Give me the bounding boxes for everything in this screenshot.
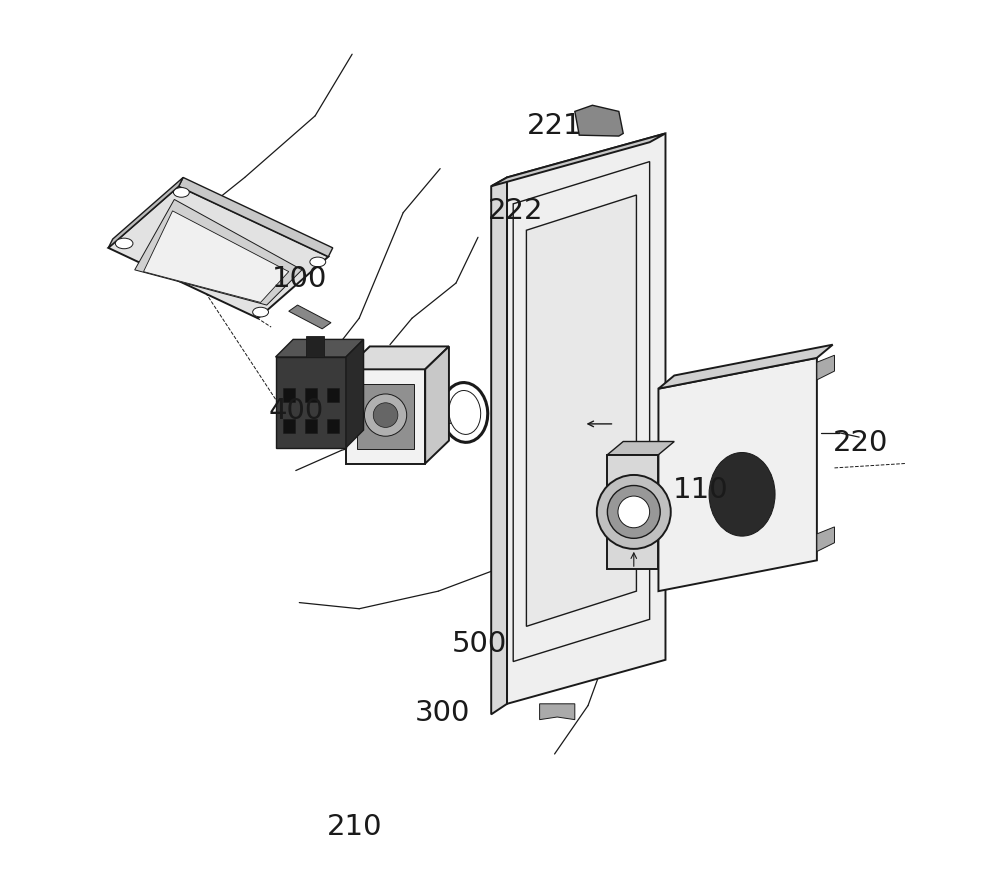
Polygon shape xyxy=(658,344,833,389)
Polygon shape xyxy=(276,339,364,357)
Circle shape xyxy=(597,475,671,549)
Circle shape xyxy=(364,394,407,436)
Polygon shape xyxy=(526,195,636,626)
Bar xyxy=(283,388,295,402)
Polygon shape xyxy=(135,200,302,305)
Polygon shape xyxy=(491,177,507,714)
Bar xyxy=(327,388,339,402)
Polygon shape xyxy=(179,177,333,257)
Text: 110: 110 xyxy=(673,476,729,504)
Text: 222: 222 xyxy=(488,197,544,225)
Polygon shape xyxy=(507,133,665,704)
Polygon shape xyxy=(289,305,331,328)
Polygon shape xyxy=(607,442,674,455)
Circle shape xyxy=(607,486,660,539)
Polygon shape xyxy=(346,369,425,464)
Ellipse shape xyxy=(709,452,775,536)
Circle shape xyxy=(618,496,650,528)
Ellipse shape xyxy=(310,257,326,267)
Text: 220: 220 xyxy=(833,429,889,457)
Polygon shape xyxy=(346,346,449,369)
Text: 300: 300 xyxy=(415,698,470,727)
Polygon shape xyxy=(817,527,834,552)
Bar xyxy=(327,419,339,433)
Ellipse shape xyxy=(173,187,189,197)
Circle shape xyxy=(373,403,398,427)
Polygon shape xyxy=(540,704,575,720)
Text: 400: 400 xyxy=(268,396,323,425)
Polygon shape xyxy=(108,177,183,248)
Polygon shape xyxy=(575,105,623,136)
Text: 210: 210 xyxy=(327,813,383,841)
Polygon shape xyxy=(491,133,665,186)
Text: 221: 221 xyxy=(527,112,582,140)
Polygon shape xyxy=(276,357,346,448)
Ellipse shape xyxy=(449,390,481,434)
Polygon shape xyxy=(425,346,449,464)
Polygon shape xyxy=(607,455,658,570)
Text: 100: 100 xyxy=(272,265,327,292)
Polygon shape xyxy=(357,384,414,449)
Text: 500: 500 xyxy=(452,630,507,658)
Ellipse shape xyxy=(253,307,269,317)
Polygon shape xyxy=(306,336,324,357)
Bar xyxy=(283,419,295,433)
Ellipse shape xyxy=(115,238,133,249)
Polygon shape xyxy=(658,358,817,591)
Polygon shape xyxy=(108,186,328,318)
Bar xyxy=(305,419,317,433)
Polygon shape xyxy=(346,339,364,448)
Polygon shape xyxy=(144,211,289,302)
Bar xyxy=(305,388,317,402)
Polygon shape xyxy=(817,355,834,380)
